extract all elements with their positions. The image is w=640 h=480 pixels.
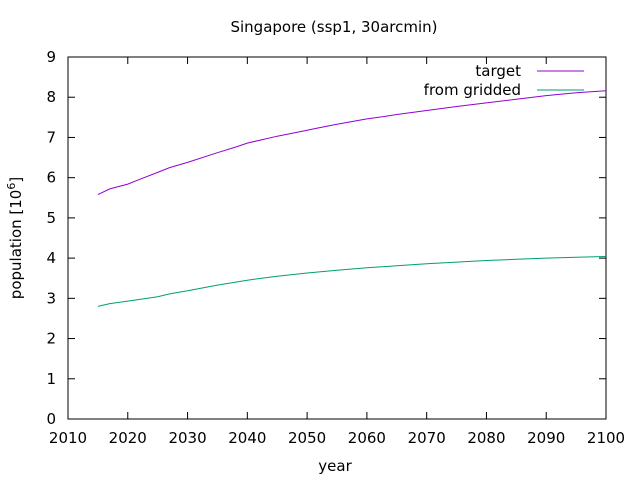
y-tick-label: 5 — [46, 209, 56, 227]
series-lines — [97, 90, 607, 307]
x-tick-label: 2050 — [288, 429, 326, 447]
y-tick-label: 9 — [46, 48, 56, 66]
y-axis-label-close: ] — [7, 177, 25, 183]
x-axis-label: year — [318, 457, 352, 475]
y-tick-label: 6 — [46, 169, 56, 187]
series-line-target — [97, 90, 607, 196]
chart-title: Singapore (ssp1, 30arcmin) — [230, 18, 437, 36]
x-tick-label: 2070 — [408, 429, 446, 447]
x-tick-label: 2040 — [228, 429, 266, 447]
x-tick-label: 2100 — [587, 429, 625, 447]
y-tick-label: 3 — [46, 289, 56, 307]
y-axis-label-main: population [10 — [7, 190, 25, 300]
y-tick-label: 0 — [46, 410, 56, 428]
legend-label-from-gridded: from gridded — [424, 81, 521, 99]
y-tick-label: 7 — [46, 128, 56, 146]
x-tick-label: 2020 — [109, 429, 147, 447]
x-tick-label: 2090 — [527, 429, 565, 447]
x-tick-label: 2030 — [168, 429, 206, 447]
series-line-from-gridded — [97, 256, 607, 307]
y-tick-label: 8 — [46, 88, 56, 106]
legend-label-target: target — [475, 62, 521, 80]
x-tick-label: 2060 — [348, 429, 386, 447]
y-axis-label: population [106] — [5, 177, 25, 299]
x-tick-label: 2010 — [49, 429, 87, 447]
plot-frame — [67, 56, 607, 420]
axis-ticks: 2010 2020 2030 2040 2050 2060 2070 2080 2090 2100… — [46, 48, 625, 447]
y-tick-label: 2 — [46, 330, 56, 348]
y-tick-label: 1 — [46, 370, 56, 388]
y-axis-label-superscript: 6 — [5, 183, 18, 190]
y-tick-label: 4 — [46, 249, 56, 267]
x-tick-label: 2080 — [467, 429, 505, 447]
